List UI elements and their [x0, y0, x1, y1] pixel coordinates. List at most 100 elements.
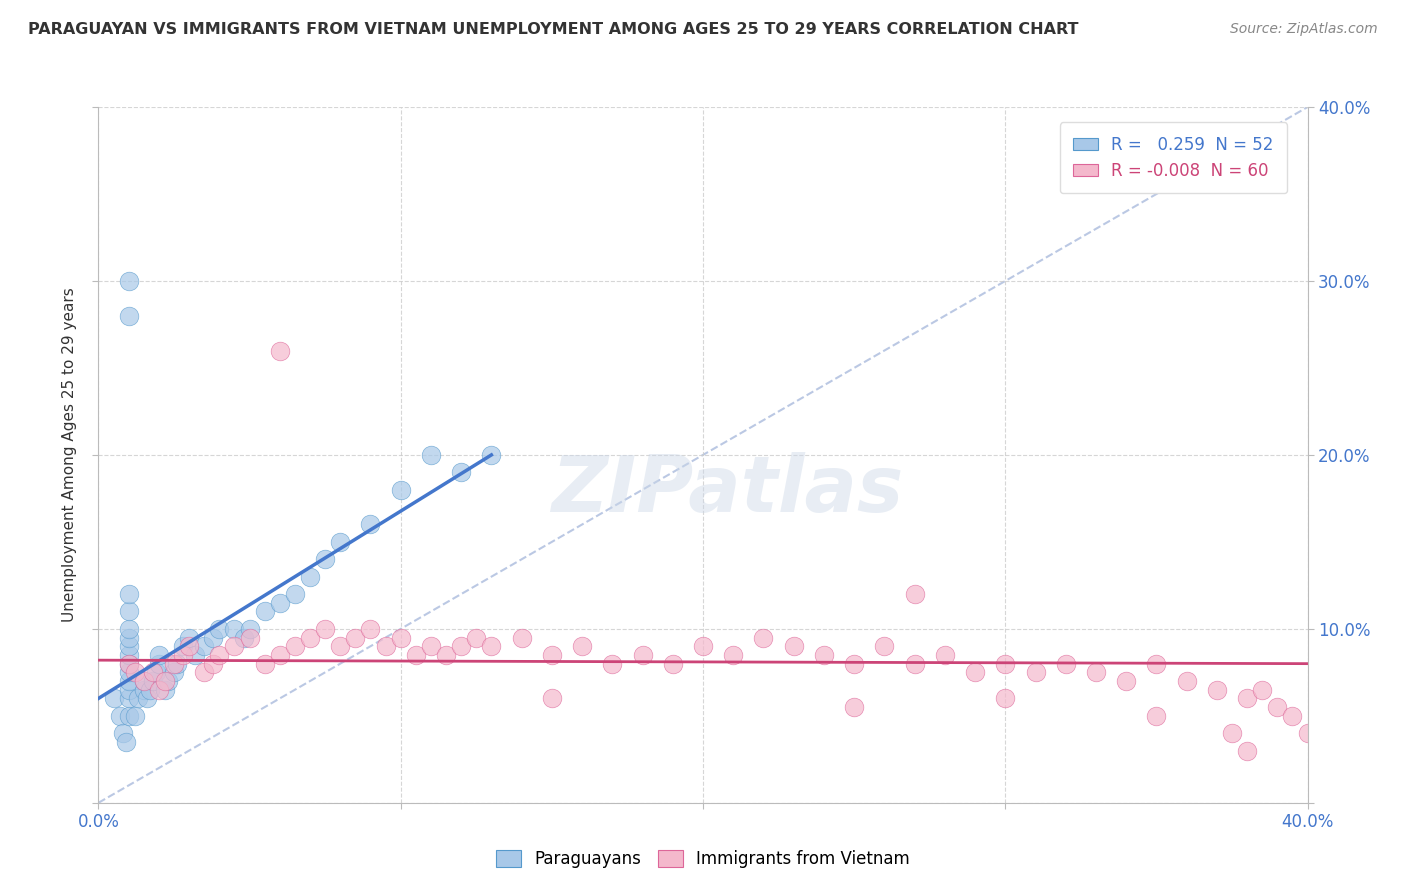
Point — [1206, 682, 1229, 697]
Point — [111, 726, 134, 740]
Point — [148, 682, 170, 697]
Point — [602, 657, 624, 671]
Point — [329, 639, 352, 653]
Point — [662, 657, 685, 671]
Point — [844, 657, 866, 671]
Legend: R =   0.259  N = 52, R = -0.008  N = 60: R = 0.259 N = 52, R = -0.008 N = 60 — [1060, 122, 1286, 194]
Point — [692, 639, 714, 653]
Point — [269, 648, 291, 662]
Point — [118, 622, 141, 636]
Point — [118, 682, 141, 697]
Point — [405, 648, 427, 662]
Point — [153, 682, 176, 697]
Point — [844, 700, 866, 714]
Point — [172, 648, 194, 662]
Point — [465, 631, 488, 645]
Point — [360, 517, 382, 532]
Point — [360, 622, 382, 636]
Point — [163, 657, 186, 671]
Point — [239, 622, 262, 636]
Point — [103, 691, 125, 706]
Point — [314, 622, 336, 636]
Point — [904, 657, 927, 671]
Point — [269, 343, 291, 358]
Point — [253, 657, 276, 671]
Point — [118, 274, 141, 288]
Point — [224, 639, 246, 653]
Point — [124, 665, 146, 680]
Point — [389, 631, 412, 645]
Point — [389, 483, 412, 497]
Point — [108, 708, 131, 723]
Point — [284, 587, 307, 601]
Point — [114, 735, 136, 749]
Text: Source: ZipAtlas.com: Source: ZipAtlas.com — [1230, 22, 1378, 37]
Point — [994, 657, 1017, 671]
Point — [1115, 674, 1137, 689]
Text: PARAGUAYAN VS IMMIGRANTS FROM VIETNAM UNEMPLOYMENT AMONG AGES 25 TO 29 YEARS COR: PARAGUAYAN VS IMMIGRANTS FROM VIETNAM UN… — [28, 22, 1078, 37]
Point — [1024, 665, 1046, 680]
Point — [934, 648, 956, 662]
Point — [118, 631, 141, 645]
Point — [118, 657, 141, 671]
Point — [540, 648, 562, 662]
Point — [118, 708, 141, 723]
Point — [1175, 674, 1198, 689]
Point — [269, 596, 291, 610]
Point — [752, 631, 775, 645]
Point — [163, 665, 186, 680]
Point — [208, 622, 231, 636]
Point — [344, 631, 367, 645]
Point — [148, 648, 170, 662]
Point — [481, 448, 503, 462]
Point — [1144, 708, 1167, 723]
Point — [124, 708, 146, 723]
Point — [132, 674, 155, 689]
Point — [420, 639, 443, 653]
Point — [142, 674, 165, 689]
Point — [202, 631, 225, 645]
Point — [118, 605, 141, 619]
Point — [156, 674, 179, 689]
Point — [118, 587, 141, 601]
Point — [299, 570, 322, 584]
Point — [631, 648, 654, 662]
Point — [166, 657, 188, 671]
Point — [118, 665, 141, 680]
Point — [1281, 708, 1303, 723]
Point — [1054, 657, 1077, 671]
Y-axis label: Unemployment Among Ages 25 to 29 years: Unemployment Among Ages 25 to 29 years — [62, 287, 77, 623]
Point — [1251, 682, 1274, 697]
Point — [873, 639, 896, 653]
Point — [783, 639, 806, 653]
Point — [118, 674, 141, 689]
Point — [1236, 744, 1258, 758]
Point — [153, 674, 176, 689]
Point — [118, 691, 141, 706]
Point — [148, 657, 170, 671]
Point — [184, 648, 207, 662]
Point — [208, 648, 231, 662]
Point — [1144, 657, 1167, 671]
Point — [139, 682, 162, 697]
Point — [1267, 700, 1289, 714]
Point — [329, 534, 352, 549]
Point — [253, 605, 276, 619]
Point — [132, 682, 155, 697]
Point — [284, 639, 307, 653]
Point — [179, 639, 201, 653]
Point — [994, 691, 1017, 706]
Point — [172, 639, 194, 653]
Legend: Paraguayans, Immigrants from Vietnam: Paraguayans, Immigrants from Vietnam — [489, 843, 917, 875]
Point — [723, 648, 745, 662]
Point — [450, 466, 472, 480]
Point — [434, 648, 457, 662]
Point — [118, 309, 141, 323]
Point — [224, 622, 246, 636]
Point — [118, 639, 141, 653]
Point — [193, 639, 215, 653]
Point — [232, 631, 254, 645]
Point — [127, 691, 149, 706]
Point — [239, 631, 262, 645]
Point — [510, 631, 533, 645]
